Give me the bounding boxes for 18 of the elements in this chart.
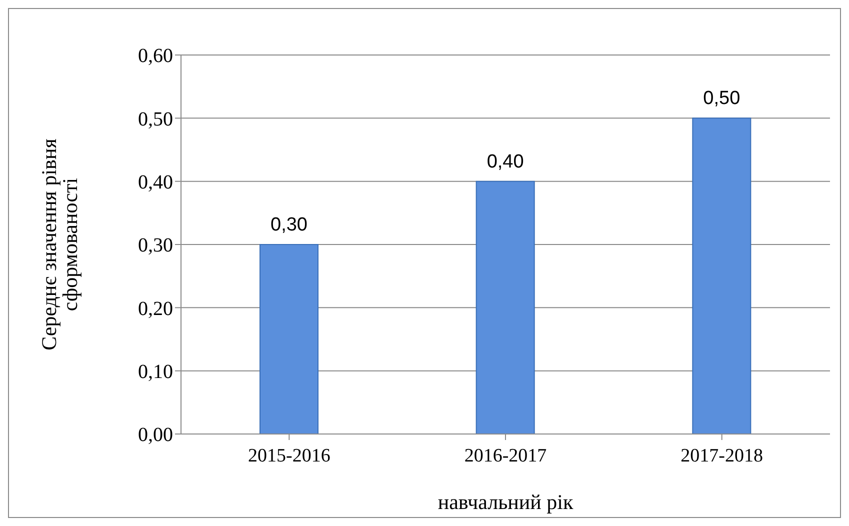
y-tick-label: 0,00 <box>138 424 173 446</box>
y-tick-label: 0,10 <box>138 360 173 383</box>
y-tick-label: 0,40 <box>138 171 173 194</box>
y-tick-label: 0,50 <box>138 108 173 130</box>
data-label: 0,40 <box>486 151 524 172</box>
data-label: 0,50 <box>703 88 740 110</box>
x-axis-title: навчальний рік <box>438 490 574 514</box>
data-label: 0,30 <box>270 214 308 236</box>
bar <box>476 180 535 434</box>
y-tick-label: 0,30 <box>138 234 173 257</box>
y-tick-label: 0,20 <box>138 298 173 320</box>
y-axis-title: Середнє значення рівня сформованості <box>36 138 82 350</box>
x-tick-label: 2017-2018 <box>680 445 763 466</box>
bar <box>260 244 318 434</box>
x-tick-label: 2016-2017 <box>464 445 547 466</box>
x-tick-label: 2015-2016 <box>248 445 330 466</box>
bar <box>692 118 752 434</box>
y-tick-label: 0,60 <box>138 45 173 68</box>
